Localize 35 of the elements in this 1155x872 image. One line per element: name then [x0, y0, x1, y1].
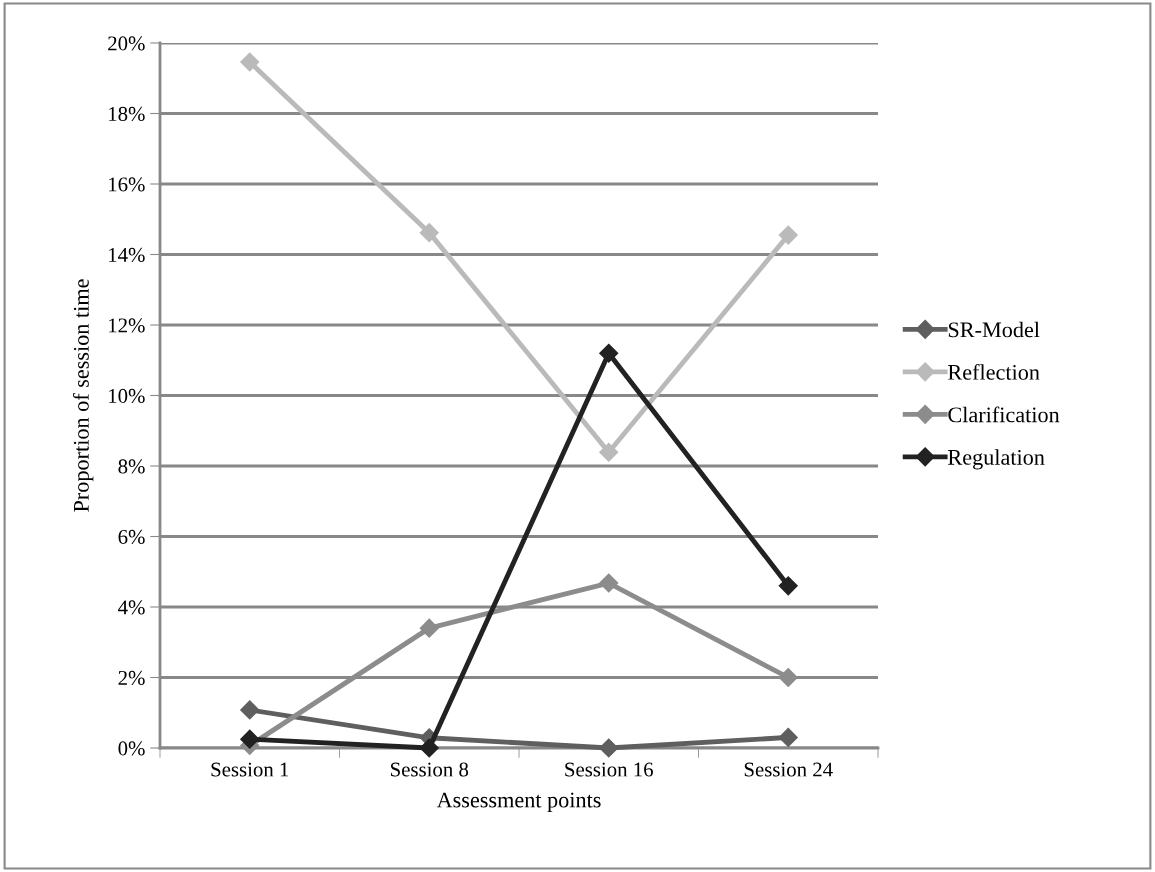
y-tick-label: 18% — [109, 106, 145, 121]
y-tick-label: 6% — [118, 529, 145, 544]
legend-label: Reflection — [948, 363, 1040, 380]
x-tick-label: Session 16 — [565, 762, 653, 777]
x-tick-label: Session 24 — [744, 762, 833, 777]
y-tick-label: 0% — [118, 741, 145, 756]
point — [778, 576, 798, 596]
y-tick-label: 14% — [109, 247, 145, 262]
legend-label: Regulation — [948, 449, 1045, 470]
point — [778, 225, 798, 245]
y-axis-title: Proportion of session time — [72, 279, 94, 512]
legend-label: SR-Model — [948, 321, 1040, 338]
x-tick-label: Session 8 — [390, 762, 469, 777]
point — [599, 442, 619, 462]
y-tick-label: 20% — [108, 36, 145, 51]
point — [419, 738, 439, 758]
point — [419, 223, 439, 243]
point — [240, 729, 260, 749]
y-tick-label: 4% — [118, 600, 145, 615]
point — [240, 700, 260, 720]
point — [419, 618, 439, 638]
y-tick-label: 2% — [118, 670, 145, 685]
y-tick-label: 10% — [109, 388, 145, 403]
point — [778, 667, 798, 688]
x-axis-title: Assessment points — [436, 792, 601, 813]
x-tick-label: Session 1 — [211, 762, 289, 777]
point — [599, 343, 619, 363]
point — [599, 738, 619, 758]
y-tick-label: 16% — [109, 177, 145, 192]
legend-label: Clarification — [948, 406, 1060, 423]
y-tick-label: 8% — [118, 459, 145, 474]
point — [778, 727, 798, 747]
point — [599, 573, 619, 593]
y-tick-label: 12% — [109, 318, 145, 333]
point — [240, 52, 260, 72]
